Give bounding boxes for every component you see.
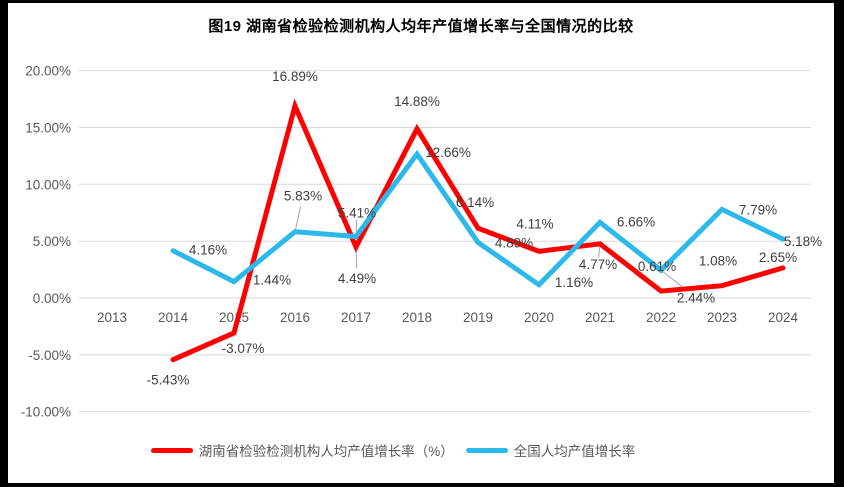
data-label-national: 5.18%	[784, 234, 822, 249]
data-label-hunan: 14.88%	[394, 94, 440, 109]
chart-plot-area: 20.00% 15.00% 10.00% 5.00% 0.00% -5.00% -10.00…	[21, 64, 822, 420]
data-label-national: 4.89%	[495, 235, 533, 250]
data-label-national: 1.16%	[555, 275, 593, 290]
x-axis-label: 2019	[463, 310, 493, 325]
data-label-hunan: 0.61%	[638, 259, 676, 274]
series-line-national	[170, 149, 786, 289]
y-tick-label: 15.00%	[25, 121, 71, 136]
label-leader-line	[660, 269, 686, 290]
legend-label-national: 全国人均产值增长率	[513, 444, 636, 459]
data-label-national: 1.44%	[253, 273, 291, 288]
label-leader-line	[294, 206, 302, 232]
legend-label-hunan: 湖南省检验检测机构人均产值增长率（%）	[198, 444, 454, 459]
data-label-national: 4.16%	[189, 243, 227, 258]
data-label-national: 2.44%	[677, 290, 715, 305]
y-tick-label: 20.00%	[25, 64, 71, 79]
x-axis-label: 2016	[280, 310, 310, 325]
legend-line-swatch-hunan	[150, 447, 193, 453]
y-tick-label: -5.00%	[28, 348, 71, 363]
legend-item-hunan: 湖南省检验检测机构人均产值增长率（%）	[150, 440, 454, 460]
data-label-hunan: 6.14%	[456, 195, 494, 210]
legend-line-swatch-national	[465, 447, 508, 453]
x-axis-label: 2022	[646, 310, 676, 325]
data-label-national: 12.66%	[425, 145, 471, 160]
x-axis-label: 2021	[585, 310, 615, 325]
chart-title: 图19 湖南省检验检测机构人均年产值增长率与全国情况的比较	[208, 18, 634, 35]
x-axis-label: 2015	[219, 310, 249, 325]
x-axis-label: 2023	[707, 310, 737, 325]
x-axis-label: 2014	[158, 310, 189, 325]
data-label-hunan: 4.77%	[579, 257, 617, 272]
legend-item-national: 全国人均产值增长率	[465, 440, 636, 460]
data-label-national: 5.41%	[338, 206, 376, 221]
y-tick-label: 10.00%	[25, 177, 71, 192]
x-axis-label: 2020	[524, 310, 554, 325]
data-label-hunan: 16.89%	[272, 69, 318, 84]
x-axis-label: 2017	[341, 310, 371, 325]
x-axis-label: 2018	[402, 310, 432, 325]
y-tick-label: -10.00%	[21, 405, 71, 420]
y-tick-label: 5.00%	[33, 234, 71, 249]
data-label-hunan: 1.08%	[699, 254, 737, 269]
data-label-hunan: -5.43%	[147, 373, 190, 388]
data-label-hunan: -3.07%	[222, 341, 265, 356]
series-line-hunan	[170, 98, 786, 363]
data-label-hunan: 2.65%	[759, 250, 797, 265]
chart-legend: 湖南省检验检测机构人均产值增长率（%） 全国人均产值增长率	[8, 440, 806, 460]
data-label-national: 7.79%	[739, 202, 777, 217]
y-tick-label: 0.00%	[33, 291, 71, 306]
data-label-national: 5.83%	[284, 189, 322, 204]
data-label-national: 6.66%	[617, 214, 655, 229]
data-label-hunan: 4.11%	[516, 216, 553, 231]
x-axis-label: 2024	[768, 310, 799, 325]
data-label-hunan: 4.49%	[338, 271, 376, 286]
x-axis-label: 2013	[97, 310, 127, 325]
